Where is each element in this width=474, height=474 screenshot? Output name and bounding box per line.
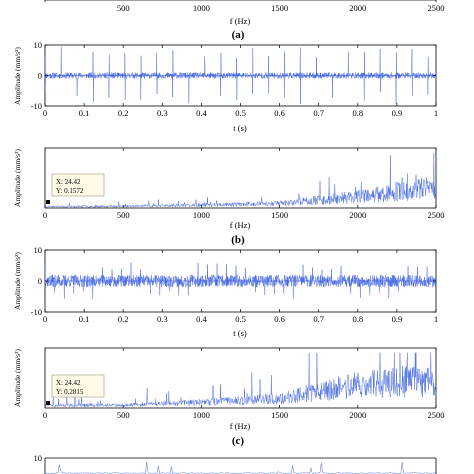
spectrum-panel-a-axis: 500 1000 1500 2000 2500 f (Hz) (44, 0, 445, 26)
x-tick-label: 1500 (271, 410, 288, 420)
x-tick-label: 2000 (349, 210, 366, 220)
x-tick-label: 0.8 (352, 314, 363, 324)
x-tick-label: 0.4 (196, 314, 207, 324)
x-tick-label: 0.5 (235, 108, 246, 118)
y-tick-label: 10 (34, 40, 43, 50)
x-tick-label: 2000 (349, 3, 366, 13)
x-tick-label: 1000 (193, 410, 210, 420)
x-tick-label: 1 (434, 314, 438, 324)
spectrum-panel-c: 0 500 1000 1500 2000 2500 f (Hz) Amplitude (m… (13, 347, 445, 431)
signal-trace (44, 46, 437, 104)
x-tick-label: 0 (43, 410, 47, 420)
spectrum-trace (44, 153, 437, 209)
x-tick-label: 1 (434, 108, 438, 118)
x-tick-label: 0.3 (157, 108, 168, 118)
data-cursor-b[interactable] (46, 200, 50, 204)
panel-label-c: (c) (232, 435, 245, 447)
x-tick-label: 500 (117, 3, 130, 13)
panel-label-a: (a) (232, 29, 245, 41)
data-tip-c[interactable]: X: 24.42 Y: 0.2815 (51, 374, 105, 398)
x-tick-label: 0 (43, 314, 47, 324)
x-tick-label: 0.4 (196, 108, 207, 118)
x-tick-label: 0.7 (313, 314, 324, 324)
x-tick-label: 0.6 (274, 108, 285, 118)
data-tip-b[interactable]: X: 24.42 Y: 0.1572 (51, 173, 105, 197)
x-tick-label: 2000 (349, 410, 366, 420)
data-tip-b-y: Y: 0.1572 (56, 187, 84, 195)
data-cursor-c[interactable] (46, 401, 50, 405)
amp-axis-label-c-spec: Amplitude (mm/s²) (13, 349, 22, 407)
y-tick-label: 10 (34, 453, 43, 463)
x-tick-label: 0.3 (157, 314, 168, 324)
plot-frame (44, 347, 437, 409)
x-tick-label: 1000 (193, 210, 210, 220)
freq-axis-label-c: f (Hz) (230, 421, 251, 431)
x-tick-label: 0.7 (313, 108, 324, 118)
time-panel-d: 10 (34, 453, 437, 474)
data-tip-c-y: Y: 0.2815 (56, 388, 84, 396)
time-axis-label-b: t (s) (233, 123, 247, 133)
x-tick-label: 2500 (428, 210, 445, 220)
x-tick-label: 0.8 (352, 108, 363, 118)
x-tick-label: 0.9 (392, 108, 403, 118)
time-axis-label-c: t (s) (233, 328, 247, 338)
y-tick-label: -10 (31, 101, 42, 111)
x-tick-label: 0.2 (118, 314, 129, 324)
x-tick-label: 0 (43, 108, 47, 118)
y-tick-label: 0 (38, 276, 42, 286)
x-tick-label: 1500 (271, 3, 288, 13)
x-tick-label: 0.1 (79, 314, 90, 324)
plot-frame (44, 147, 437, 209)
x-tick-label: 500 (117, 210, 130, 220)
spectrum-trace (44, 352, 437, 408)
x-tick-label: 0.6 (274, 314, 285, 324)
freq-axis-label-a: f (Hz) (230, 16, 251, 26)
signal-trace (44, 462, 437, 474)
x-tick-label: 0.1 (79, 108, 90, 118)
x-tick-label: 0.5 (235, 314, 246, 324)
y-tick-label: -10 (31, 307, 42, 317)
x-tick-label: 2500 (428, 3, 445, 13)
x-tick-label: 500 (117, 410, 130, 420)
amp-axis-label-b-spec: Amplitude (mm/s²) (13, 149, 22, 207)
y-tick-label: 0 (38, 71, 42, 81)
spectrum-panel-b: 0 500 1000 1500 2000 2500 f (Hz) Amplitude (m… (13, 147, 445, 230)
signal-trace (44, 262, 437, 300)
x-tick-label: 0.2 (118, 108, 129, 118)
x-tick-label: 1500 (271, 210, 288, 220)
panel-label-b: (b) (231, 234, 245, 246)
x-tick-label: 0.9 (392, 314, 403, 324)
data-tip-c-x: X: 24.42 (56, 379, 81, 387)
amp-axis-label-b-time: Amplitude (mm/s²) (13, 47, 22, 105)
amp-axis-label-c-time: Amplitude (mm/s²) (13, 252, 22, 310)
x-tick-label: 2500 (428, 410, 445, 420)
x-tick-label: 0 (43, 210, 47, 220)
y-tick-label: 10 (34, 245, 43, 255)
freq-axis-label-b: f (Hz) (230, 220, 251, 230)
x-tick-label: 1000 (193, 3, 210, 13)
data-tip-b-x: X: 24.42 (56, 178, 81, 186)
